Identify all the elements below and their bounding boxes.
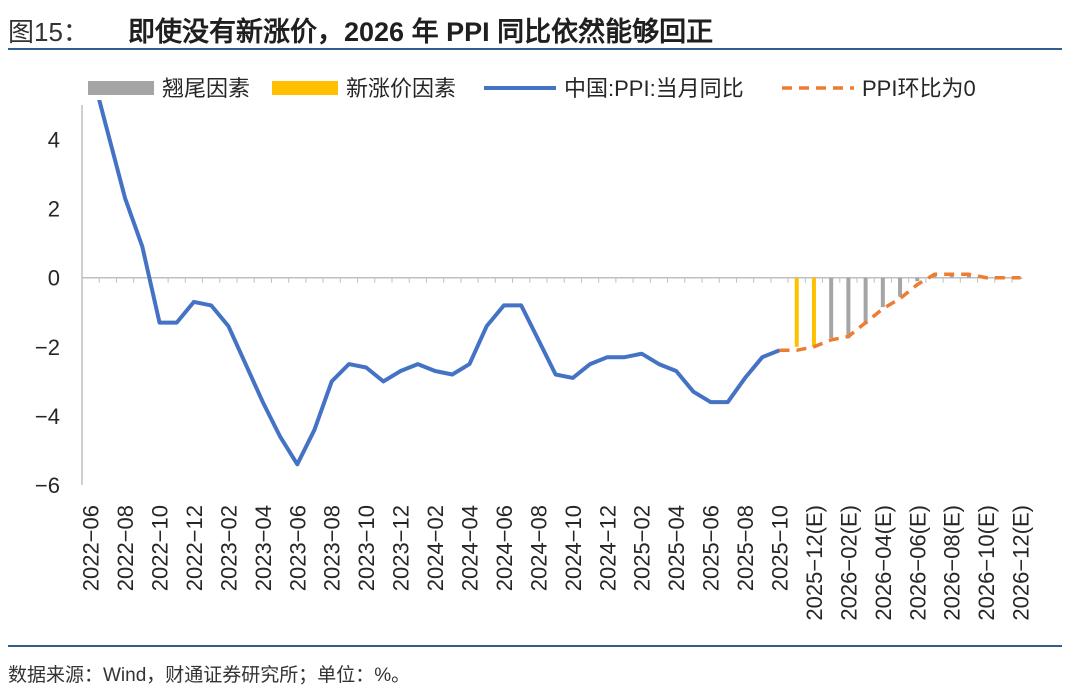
series-line-ppi-mom-zero — [779, 272, 1021, 353]
y-tick-label: −2 — [35, 335, 60, 360]
x-tick-label: 2023−02 — [216, 505, 241, 591]
x-tick-label: 2023−12 — [389, 505, 414, 591]
series-line-ppi-yoy — [97, 100, 781, 467]
figure-header: 图15： 即使没有新涨价，2026 年 PPI 同比依然能够回正 — [8, 6, 1072, 47]
x-tick-label: 2023−04 — [251, 505, 276, 591]
chart-area: −6 −4 −2 0 2 4 2022−06 2022−08 2022−10 2022−12 202… — [35, 76, 1034, 621]
bar-carryover-factor — [863, 277, 868, 325]
x-tick-label: 2022−10 — [148, 505, 173, 591]
bar-new-price-factor — [811, 277, 816, 347]
x-tick-label: 2026−06(E) — [905, 505, 930, 621]
x-tick-label: 2025−06 — [699, 505, 724, 591]
x-tick-label: 2025−12(E) — [802, 505, 827, 621]
x-tick-label: 2025−04 — [664, 505, 689, 591]
y-tick-label: 4 — [48, 128, 60, 153]
legend-label: 翘尾因素 — [162, 76, 250, 101]
bar-carryover-factor — [966, 276, 971, 278]
bar-carryover-factor — [898, 277, 903, 297]
x-tick-label: 2024−10 — [561, 505, 586, 591]
bar-carryover-factor — [1018, 277, 1023, 279]
x-tick-label: 2023−06 — [285, 505, 310, 591]
legend-label: 中国:PPI:当月同比 — [564, 76, 744, 101]
bar-new-price-factor — [794, 277, 799, 347]
bar-carryover-factor — [829, 277, 834, 339]
y-tick-label: 2 — [48, 197, 60, 222]
bar-carryover-factor — [915, 277, 920, 282]
x-tick-label: 2026−08(E) — [940, 505, 965, 621]
x-tick-label: 2026−12(E) — [1009, 505, 1034, 621]
bar-carryover-factor — [880, 277, 885, 308]
legend-swatch — [88, 81, 154, 95]
bar-carryover-factor — [949, 276, 954, 278]
source-note: 数据来源：Wind，财通证券研究所；单位：%。 — [8, 665, 411, 686]
x-tick-label: 2024−12 — [595, 505, 620, 591]
bar-carryover-factor — [932, 276, 937, 278]
x-tick-label: 2026−02(E) — [836, 505, 861, 621]
x-tick-label: 2024−02 — [423, 505, 448, 591]
legend-label: PPI环比为0 — [862, 76, 976, 101]
x-tick-label: 2026−04(E) — [871, 505, 896, 621]
legend-swatch — [272, 81, 338, 95]
x-tick-label: 2022−08 — [113, 505, 138, 591]
x-tick-label: 2023−08 — [320, 505, 345, 591]
x-tick-label: 2026−10(E) — [974, 505, 999, 621]
y-tick-label: 0 — [48, 266, 60, 291]
x-tick-label: 2025−08 — [733, 505, 758, 591]
y-tick-label: −6 — [35, 473, 60, 498]
x-tick-label: 2025−02 — [630, 505, 655, 591]
x-tick-label: 2024−08 — [526, 505, 551, 591]
x-tick-label: 2024−06 — [492, 505, 517, 591]
chart-title: 即使没有新涨价，2026 年 PPI 同比依然能够回正 — [128, 17, 714, 47]
x-tick-label: 2022−12 — [182, 505, 207, 591]
title-rule — [8, 48, 1062, 50]
footer-rule — [8, 645, 1062, 647]
y-tick-label: −4 — [35, 404, 60, 429]
x-tick-label: 2025−10 — [768, 505, 793, 591]
bar-carryover-factor — [846, 277, 851, 339]
x-tick-label: 2024−04 — [458, 505, 483, 591]
x-tick-label: 2023−10 — [354, 505, 379, 591]
figure-number: 图15： — [8, 17, 89, 47]
x-tick-label: 2022−06 — [79, 505, 104, 591]
legend-label: 新涨价因素 — [346, 76, 456, 101]
